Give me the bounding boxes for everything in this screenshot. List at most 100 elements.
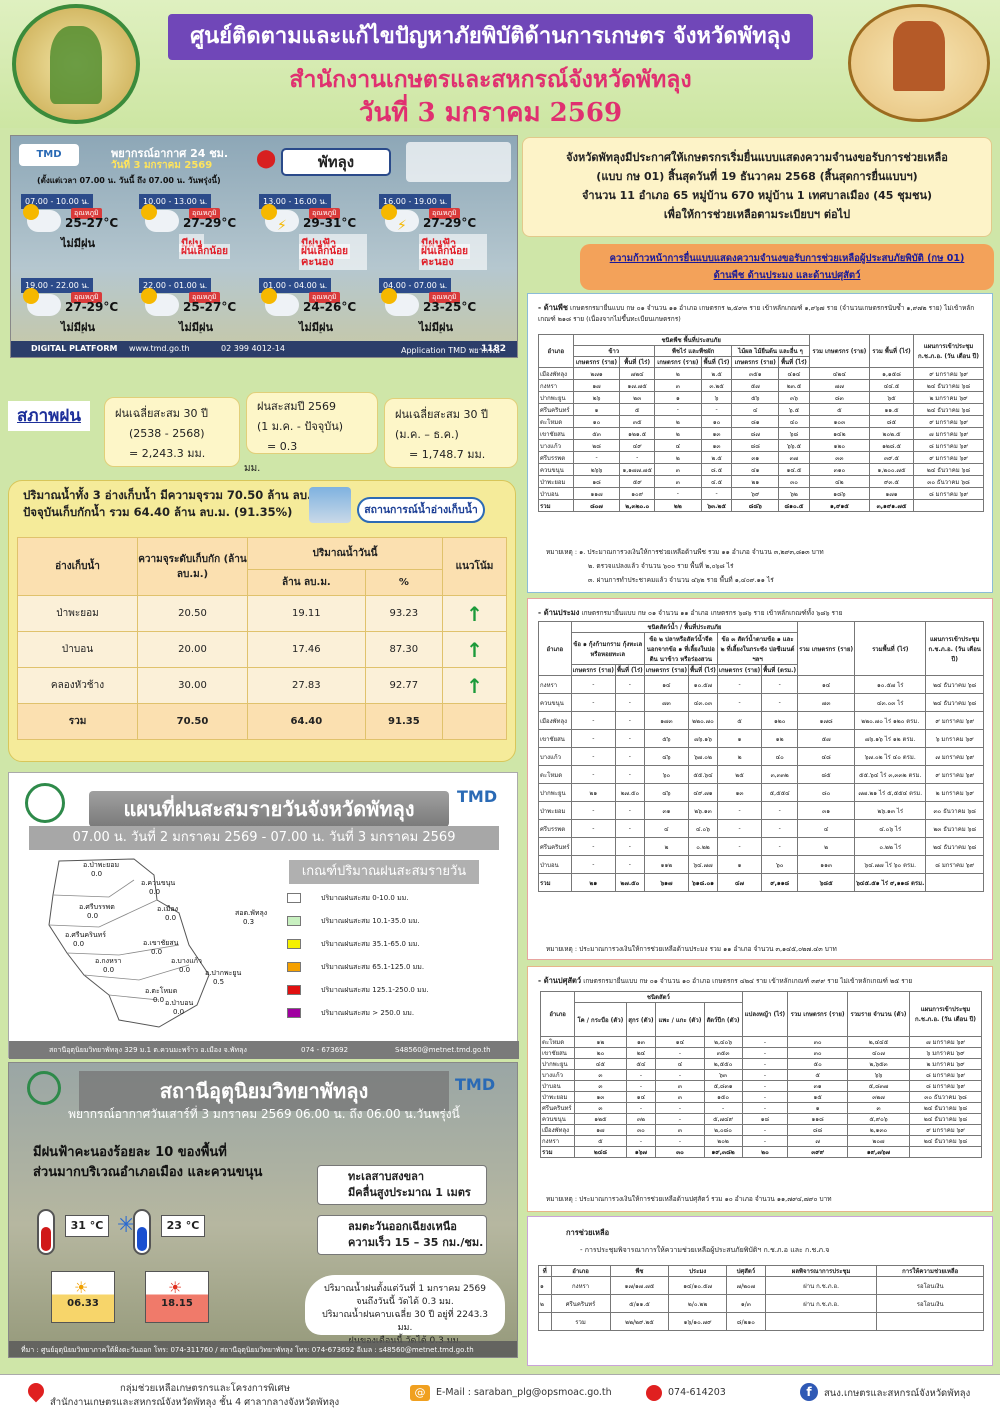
district-name: อ.เขาชัยสน xyxy=(143,939,179,947)
table-cell: ๑๒ xyxy=(574,1036,627,1048)
table-cell: - xyxy=(570,855,616,874)
rain-2569-bubble: ฝนสะสมปี 2569 (1 ม.ค. - ปัจจุบัน) = 0.3 xyxy=(246,392,378,454)
table-cell: ๑๒๑.๕ xyxy=(619,427,655,440)
table-cell: ๕๗ xyxy=(731,379,780,392)
table-cell: ๒๖ xyxy=(572,391,621,404)
livestock-intro-label: - ด้านปศุสัตว์ xyxy=(538,976,582,985)
table-cell: ๒ xyxy=(653,367,702,380)
slot-temp-label: อุณหภูมิ xyxy=(429,208,460,219)
table-cell: ๒/๐.๒๒ xyxy=(668,1294,727,1313)
table-cell: ๖.๕ xyxy=(778,403,810,416)
table-cell: ๑๒ xyxy=(761,729,799,748)
table-cell: ๗/๒๐๗ xyxy=(725,1276,766,1295)
table-cell: ๖ มกราคม ๖๙ xyxy=(909,1047,982,1059)
legend-swatch xyxy=(287,1008,301,1018)
rain-map-date: 07.00 น. วันที่ 2 มกราคม 2569 - 07.00 น.… xyxy=(29,826,499,850)
table-total-row: รวม ๘๐๗ ๒,๓๒๐.๐ ๒๒ ๖๓.๒๕ ๘๘๖ ๘๑๐.๕ ๑,๙๑๕ ๓,๑๙๑.๗… xyxy=(538,499,984,512)
table-cell: ๓ xyxy=(655,1080,705,1092)
table-row: บางแก้ว ๒๘ ๔๙๔๑๓ ๘๘ ๖๖.๕ ๑๒๐ ๑๒๘.๕๘ มกราคม ๖๙ xyxy=(538,439,984,452)
table-cell: ๖๕ xyxy=(869,391,914,404)
table-cell: ๒ xyxy=(653,451,702,464)
legend-label: ปริมาณฝนสะสม 35.1-65.0 มม. xyxy=(321,940,420,948)
cloudy-icon xyxy=(261,288,299,316)
district-name: อ.เมือง xyxy=(157,905,179,913)
station-forecast-date: พยากรณ์อากาศวันเสาร์ที่ 3 มกราคม 2569 06… xyxy=(68,1107,460,1121)
district-label: อ.เมือง 0.0 xyxy=(157,905,178,923)
rainfall-note: ปริมาณน้ำฝนตั้งแต่วันที่ 1 มกราคม 2569 จ… xyxy=(305,1275,505,1346)
table-cell: - xyxy=(655,1102,705,1114)
district-rainfall: 0.0 xyxy=(179,966,191,974)
reservoir-cell-pct: 87.30 xyxy=(364,631,444,668)
forecast-slot: 22.00 - 01.00 น. อุณหภูมิ 25-27°C ไม่มีฝน - xyxy=(139,278,247,340)
district-name: อ.ป่าพะยอม xyxy=(83,861,120,869)
district-rainfall: 0.0 xyxy=(103,966,115,974)
col-area: พื้นที่ (ไร่) xyxy=(688,664,718,676)
table-cell: ๕,๘๓๑ xyxy=(703,1080,743,1092)
table-cell: ๔๙.๗๑ xyxy=(688,783,718,802)
table-row: เมืองพัทลุง ๒๗๑ ๗๒๔๒๒.๕ ๓๕๑ ๔๑๔ ๔๒๔ ๑,๑๕๘๙ มกร… xyxy=(538,367,984,380)
table-cell: - xyxy=(570,747,616,766)
bubble-line: ฝนสะสมปี 2569 xyxy=(257,400,337,413)
table-cell: ๕๕.๖๔ xyxy=(688,765,718,784)
slot-temperature: 27-29°C xyxy=(423,216,477,230)
bubble-line: ฝนเฉลี่ยสะสม 30 ปี xyxy=(395,408,488,421)
thermometer-cold-icon xyxy=(133,1209,151,1255)
reservoir-cell-name: คลองหัวช้าง xyxy=(17,667,138,704)
table-cell: ๕๖ xyxy=(643,729,690,748)
table-cell: ๓ xyxy=(574,1102,627,1114)
district-rainfall: 0.0 xyxy=(165,914,177,922)
thunderstorm-icon xyxy=(381,204,419,234)
table-cell: - xyxy=(741,1047,789,1059)
table-row: เมืองพัทลุง ๑๗ ๓๐๓๒,๐๘๐-๘๘ ๒,๑๓๐๙ มกราคม ๖๙ xyxy=(539,1124,982,1136)
district-rainfall: 0.0 xyxy=(73,940,85,948)
table-cell: - xyxy=(570,729,616,748)
table-cell: ๒ มกราคม ๖๙ xyxy=(913,391,984,404)
col-total-area: รวม พื้นที่ (ไร่) xyxy=(869,334,914,368)
footer-email[interactable]: E-Mail : saraban_plg@opsmoac.go.th xyxy=(436,1387,612,1398)
reservoir-table: อ่างเก็บน้ำ ความจุระดับเก็บกัก (ล้าน ลบ.… xyxy=(17,537,507,740)
table-cell: ๒ xyxy=(643,837,690,856)
bubble-line: = 1,748.7 มม. xyxy=(409,448,486,461)
district-label: อ.บางแก้ว 0.0 xyxy=(171,957,202,975)
table-cell: ๒ มกราคม ๖๙ xyxy=(925,783,984,802)
table-cell: ๔๒๔ xyxy=(808,367,871,380)
plant-intro: - ด้านพืช เกษตรกรมายื่นแบบ กษ ๐๑ จำนวน ๑… xyxy=(538,302,986,325)
table-cell: ๖๐ xyxy=(761,855,799,874)
page-subtitle: สำนักงานเกษตรและสหกรณ์จังหวัดพัทลุง xyxy=(289,66,692,93)
table-total-cell: ๒๐ xyxy=(741,1146,789,1158)
table-cell: ๓๗ xyxy=(778,451,810,464)
col-meeting-plan: แผนการเข้าประชุม ก.ช.ภ.อ. (วัน เดือน ปี) xyxy=(909,991,982,1037)
district-name: อ.กงหรา xyxy=(95,957,122,965)
table-cell: ๗ มกราคม ๖๙ xyxy=(925,747,984,766)
total-percent: 91.35 xyxy=(364,703,444,740)
wave-height: มีคลื่นสูงประมาณ 1 เมตร xyxy=(348,1186,471,1199)
table-cell: ๔๙ xyxy=(619,439,655,452)
table-cell: ๒๔ ธันวาคม ๖๘ xyxy=(913,403,984,416)
table-cell: ๓ xyxy=(653,463,702,476)
thermometer-hot-icon xyxy=(37,1209,55,1255)
table-row: ป่าพะยอม ๑๘ ๕๙๓๔.๕ ๒๑ ๓๐ ๔๒ ๙๓.๕ ๓๐ ธันวาคม ๖๘ xyxy=(538,475,984,488)
table-cell: ๑๑.๕ xyxy=(869,403,914,416)
footer-facebook[interactable]: สนง.เกษตรและสหกรณ์จังหวัดพัทลุง xyxy=(824,1388,971,1399)
table-cell: ตะโหมด xyxy=(538,415,574,428)
table-total-cell xyxy=(925,873,984,892)
col-shrimp: ข้อ ๑ กุ้งก้ามกราม กุ้งทะเล หรือหอยทะเล xyxy=(570,632,645,665)
table-cell: ๘๕ xyxy=(797,765,856,784)
table-cell: - xyxy=(761,693,799,712)
footer: กลุ่มช่วยเหลือเกษตรกรและโครงการพิเศษ สำน… xyxy=(0,1374,1000,1414)
table-total-row: รวม ๒๔๘ ๑๖๗ ๓๐ ๑๙,๓๘๒ ๒๐ ๓๙๙ ๑๙,๗๖๗ xyxy=(539,1146,982,1158)
station-phone: 074 - 673692 xyxy=(301,1046,349,1054)
legend-item: ปริมาณฝนสะสม > 250.0 มม. xyxy=(287,1008,414,1019)
table-cell: - xyxy=(570,675,616,694)
ministry-seal-logo xyxy=(12,4,140,124)
slot-temperature: 25-27°C xyxy=(65,216,119,230)
table-cell: ๙ มกราคม ๖๙ xyxy=(913,367,984,380)
footer-address: สำนักงานเกษตรและสหกรณ์จังหวัดพัทลุง ชั้น… xyxy=(50,1397,340,1408)
col-trend: แนวโน้ม xyxy=(442,537,507,596)
table-cell: ๙ มกราคม ๖๙ xyxy=(909,1124,982,1136)
tmd-website[interactable]: www.tmd.go.th xyxy=(129,344,190,353)
station-email[interactable]: S48560@metnet.tmd.go.th xyxy=(395,1046,491,1054)
table-row: ตะโหมด ๑๒ ๑๓ ๑๔ ๒,๔๐๖-๓๐ ๒,๔๔๕๗ มกราคม ๖๙ xyxy=(539,1036,982,1048)
col-total-farmers: รวม เกษตรกร (ราย) xyxy=(808,334,871,368)
table-cell: ๓๐ xyxy=(778,475,810,488)
